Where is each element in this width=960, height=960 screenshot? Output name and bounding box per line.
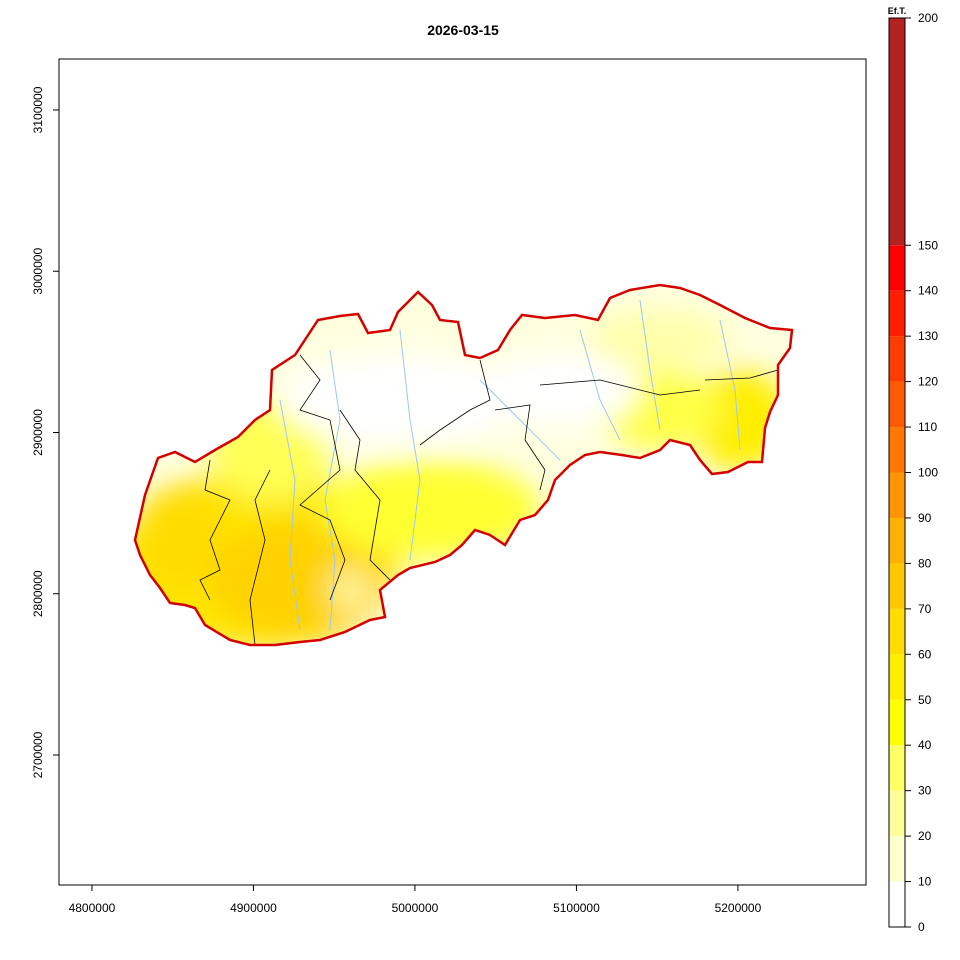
legend-swatch: [889, 699, 905, 746]
legend-swatch: [889, 427, 905, 473]
legend-label: 150: [918, 238, 938, 252]
x-tick-label: 5000000: [392, 901, 439, 915]
legend-swatch: [889, 745, 905, 791]
legend-label: 0: [918, 920, 925, 934]
legend-label: 30: [918, 784, 932, 798]
legend-label: 50: [918, 693, 932, 707]
legend-label: 120: [918, 375, 938, 389]
legend-swatch: [889, 836, 905, 882]
legend-label: 110: [918, 420, 937, 434]
legend-swatch: [889, 336, 905, 382]
legend-label: 100: [918, 466, 938, 480]
legend-swatch: [889, 881, 905, 927]
y-tick-label: 3100000: [31, 86, 45, 133]
raster: [135, 285, 792, 645]
x-tick-label: 4900000: [230, 901, 277, 915]
legend-swatch: [889, 790, 905, 837]
legend-label: 90: [918, 511, 932, 525]
x-tick-label: 4800000: [69, 901, 116, 915]
legend-swatch: [889, 472, 905, 518]
legend-swatch: [889, 290, 905, 337]
y-tick-label: 3000000: [31, 248, 45, 295]
map-title: 2026-03-15: [427, 22, 499, 38]
x-tick-label: 5200000: [715, 901, 762, 915]
legend-label: 130: [918, 329, 938, 343]
plot-frame: [58, 58, 867, 886]
legend-label: 60: [918, 647, 932, 661]
legend-label: 40: [918, 738, 932, 752]
legend-swatch: [889, 381, 905, 428]
legend-swatch: [889, 245, 905, 291]
y-tick-label: 2800000: [31, 570, 45, 617]
legend-label: 20: [918, 829, 932, 843]
legend-label: 10: [918, 875, 932, 889]
legend-label: 200: [918, 11, 938, 25]
legend-label: 70: [918, 602, 932, 616]
y-tick-label: 2700000: [31, 731, 45, 778]
legend-label: 80: [918, 556, 932, 570]
legend-swatch: [889, 18, 905, 246]
legend-swatch: [889, 608, 905, 655]
legend-title: Ef.T.: [888, 6, 907, 16]
legend-swatch: [889, 517, 905, 564]
legend-swatch: [889, 563, 905, 609]
legend-label: 140: [918, 284, 938, 298]
x-tick-label: 5100000: [553, 901, 600, 915]
legend-swatch: [889, 654, 905, 700]
y-tick-label: 2900000: [31, 409, 45, 456]
